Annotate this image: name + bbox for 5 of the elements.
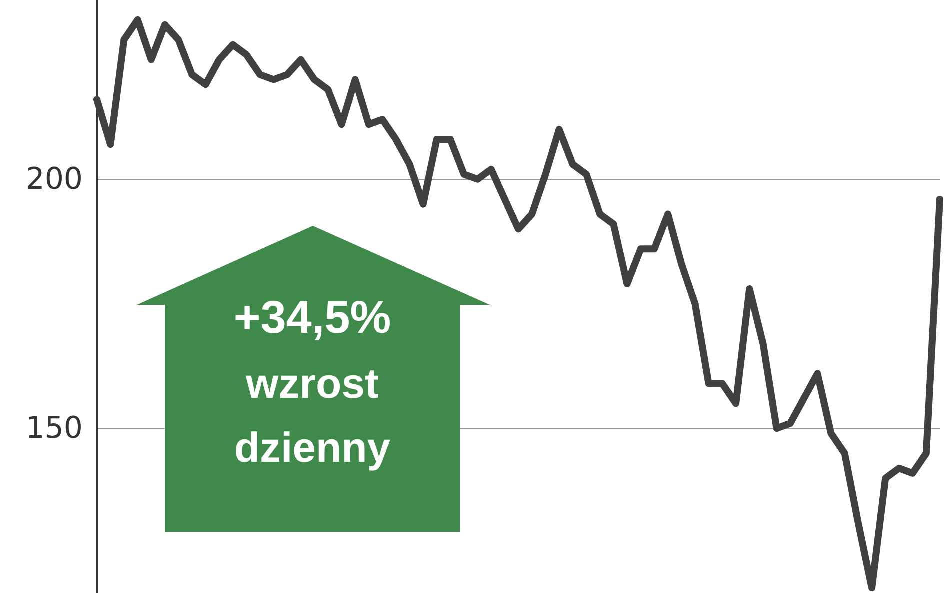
annotation: wzrost [244, 360, 380, 408]
y-tick-label: 150 [26, 411, 83, 446]
y-tick-label: 200 [26, 162, 83, 197]
annotation: dzienny [233, 424, 392, 472]
annotation: +34,5% [232, 290, 392, 344]
